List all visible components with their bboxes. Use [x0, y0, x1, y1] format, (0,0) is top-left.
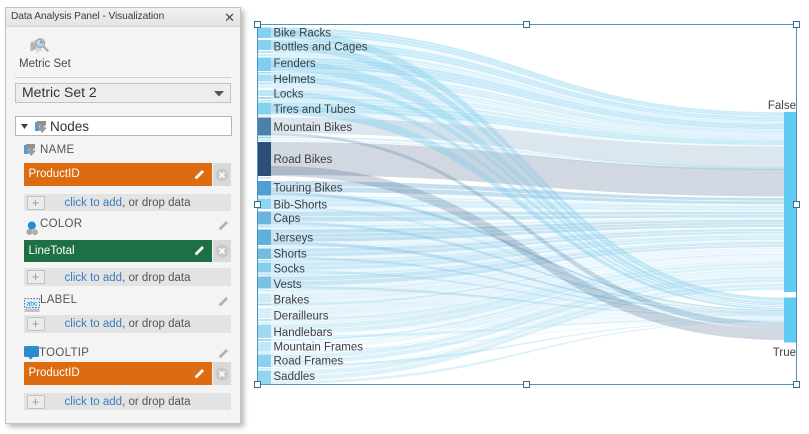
svg-text:Bottles and Cages: Bottles and Cages [274, 41, 368, 53]
svg-text:Derailleurs: Derailleurs [274, 310, 329, 322]
svg-text:Caps: Caps [274, 213, 301, 225]
svg-text:Fenders: Fenders [274, 58, 316, 70]
svg-text:Touring Bikes: Touring Bikes [274, 182, 343, 194]
svg-text:True: True [773, 347, 796, 359]
svg-text:Mountain Frames: Mountain Frames [274, 341, 364, 353]
svg-text:Brakes: Brakes [274, 294, 310, 306]
svg-text:Bib-Shorts: Bib-Shorts [274, 199, 328, 211]
svg-text:Socks: Socks [274, 263, 306, 275]
svg-text:Saddles: Saddles [274, 371, 316, 383]
svg-text:Shorts: Shorts [274, 248, 307, 260]
svg-text:False: False [768, 100, 796, 112]
svg-text:Road Frames: Road Frames [274, 355, 344, 367]
svg-text:Jerseys: Jerseys [274, 232, 314, 244]
svg-text:Road Bikes: Road Bikes [274, 154, 333, 166]
svg-text:Mountain Bikes: Mountain Bikes [274, 122, 353, 134]
svg-text:Tires and Tubes: Tires and Tubes [274, 104, 356, 116]
svg-text:Vests: Vests [274, 279, 302, 291]
svg-text:Locks: Locks [274, 88, 304, 100]
svg-text:Handlebars: Handlebars [274, 327, 333, 339]
svg-text:abc: abc [26, 300, 37, 307]
svg-text:Bike Racks: Bike Racks [274, 27, 332, 39]
svg-text:Helmets: Helmets [274, 74, 316, 86]
